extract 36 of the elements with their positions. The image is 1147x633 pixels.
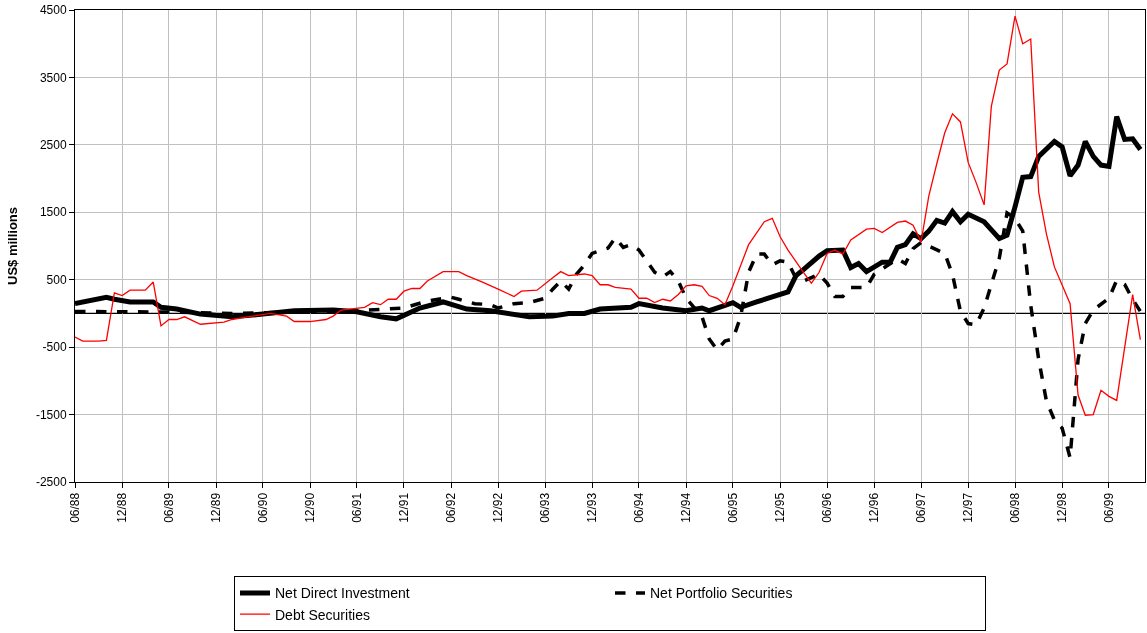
y-tick-label: -500	[42, 340, 67, 355]
x-tick-label: 12/89	[208, 492, 223, 523]
x-tick-label: 06/98	[1007, 492, 1022, 523]
x-tick-label: 12/94	[678, 492, 693, 523]
y-tick-label: -2500	[35, 475, 67, 490]
x-tick-label: 06/94	[631, 492, 646, 523]
x-tick-label: 12/92	[491, 492, 506, 523]
line-series	[75, 15, 1142, 416]
x-tick-label: 12/95	[772, 492, 787, 523]
y-tick-label: -1500	[35, 407, 67, 422]
x-tick-label: 12/97	[961, 492, 976, 523]
y-tick-label: 3500	[39, 70, 67, 85]
x-tick-label: 06/90	[255, 492, 270, 523]
y-tick-label: 4500	[39, 3, 67, 18]
y-tick-label: 500	[46, 272, 67, 287]
x-tick-label: 06/99	[1101, 492, 1116, 523]
x-tick-label: 06/97	[913, 492, 928, 523]
x-tick-label: 12/96	[867, 492, 882, 523]
x-tick-label: 12/91	[396, 492, 411, 523]
x-tick-label: 06/88	[67, 492, 82, 523]
x-tick-label: 12/98	[1055, 492, 1070, 523]
x-tick-label: 12/88	[115, 492, 129, 523]
legend-label: Debt Securities	[275, 606, 370, 623]
y-axis-title: US$ millions	[4, 206, 20, 286]
x-tick-label: 06/91	[349, 492, 364, 523]
y-tick-label: 2500	[39, 138, 67, 153]
x-tick-label: 12/90	[302, 492, 317, 523]
x-tick-label: 06/95	[725, 492, 740, 523]
y-tick-label: 1500	[39, 205, 67, 220]
legend-label: Net Direct Investment	[275, 585, 410, 602]
x-tick-label: 06/89	[161, 492, 176, 523]
x-tick-label: 06/93	[537, 492, 552, 523]
x-tick-label: 06/96	[820, 492, 835, 523]
x-tick-label: 06/92	[443, 492, 458, 523]
x-tick-label: 12/93	[585, 492, 600, 523]
legend-label: Net Portfolio Securities	[650, 585, 793, 602]
